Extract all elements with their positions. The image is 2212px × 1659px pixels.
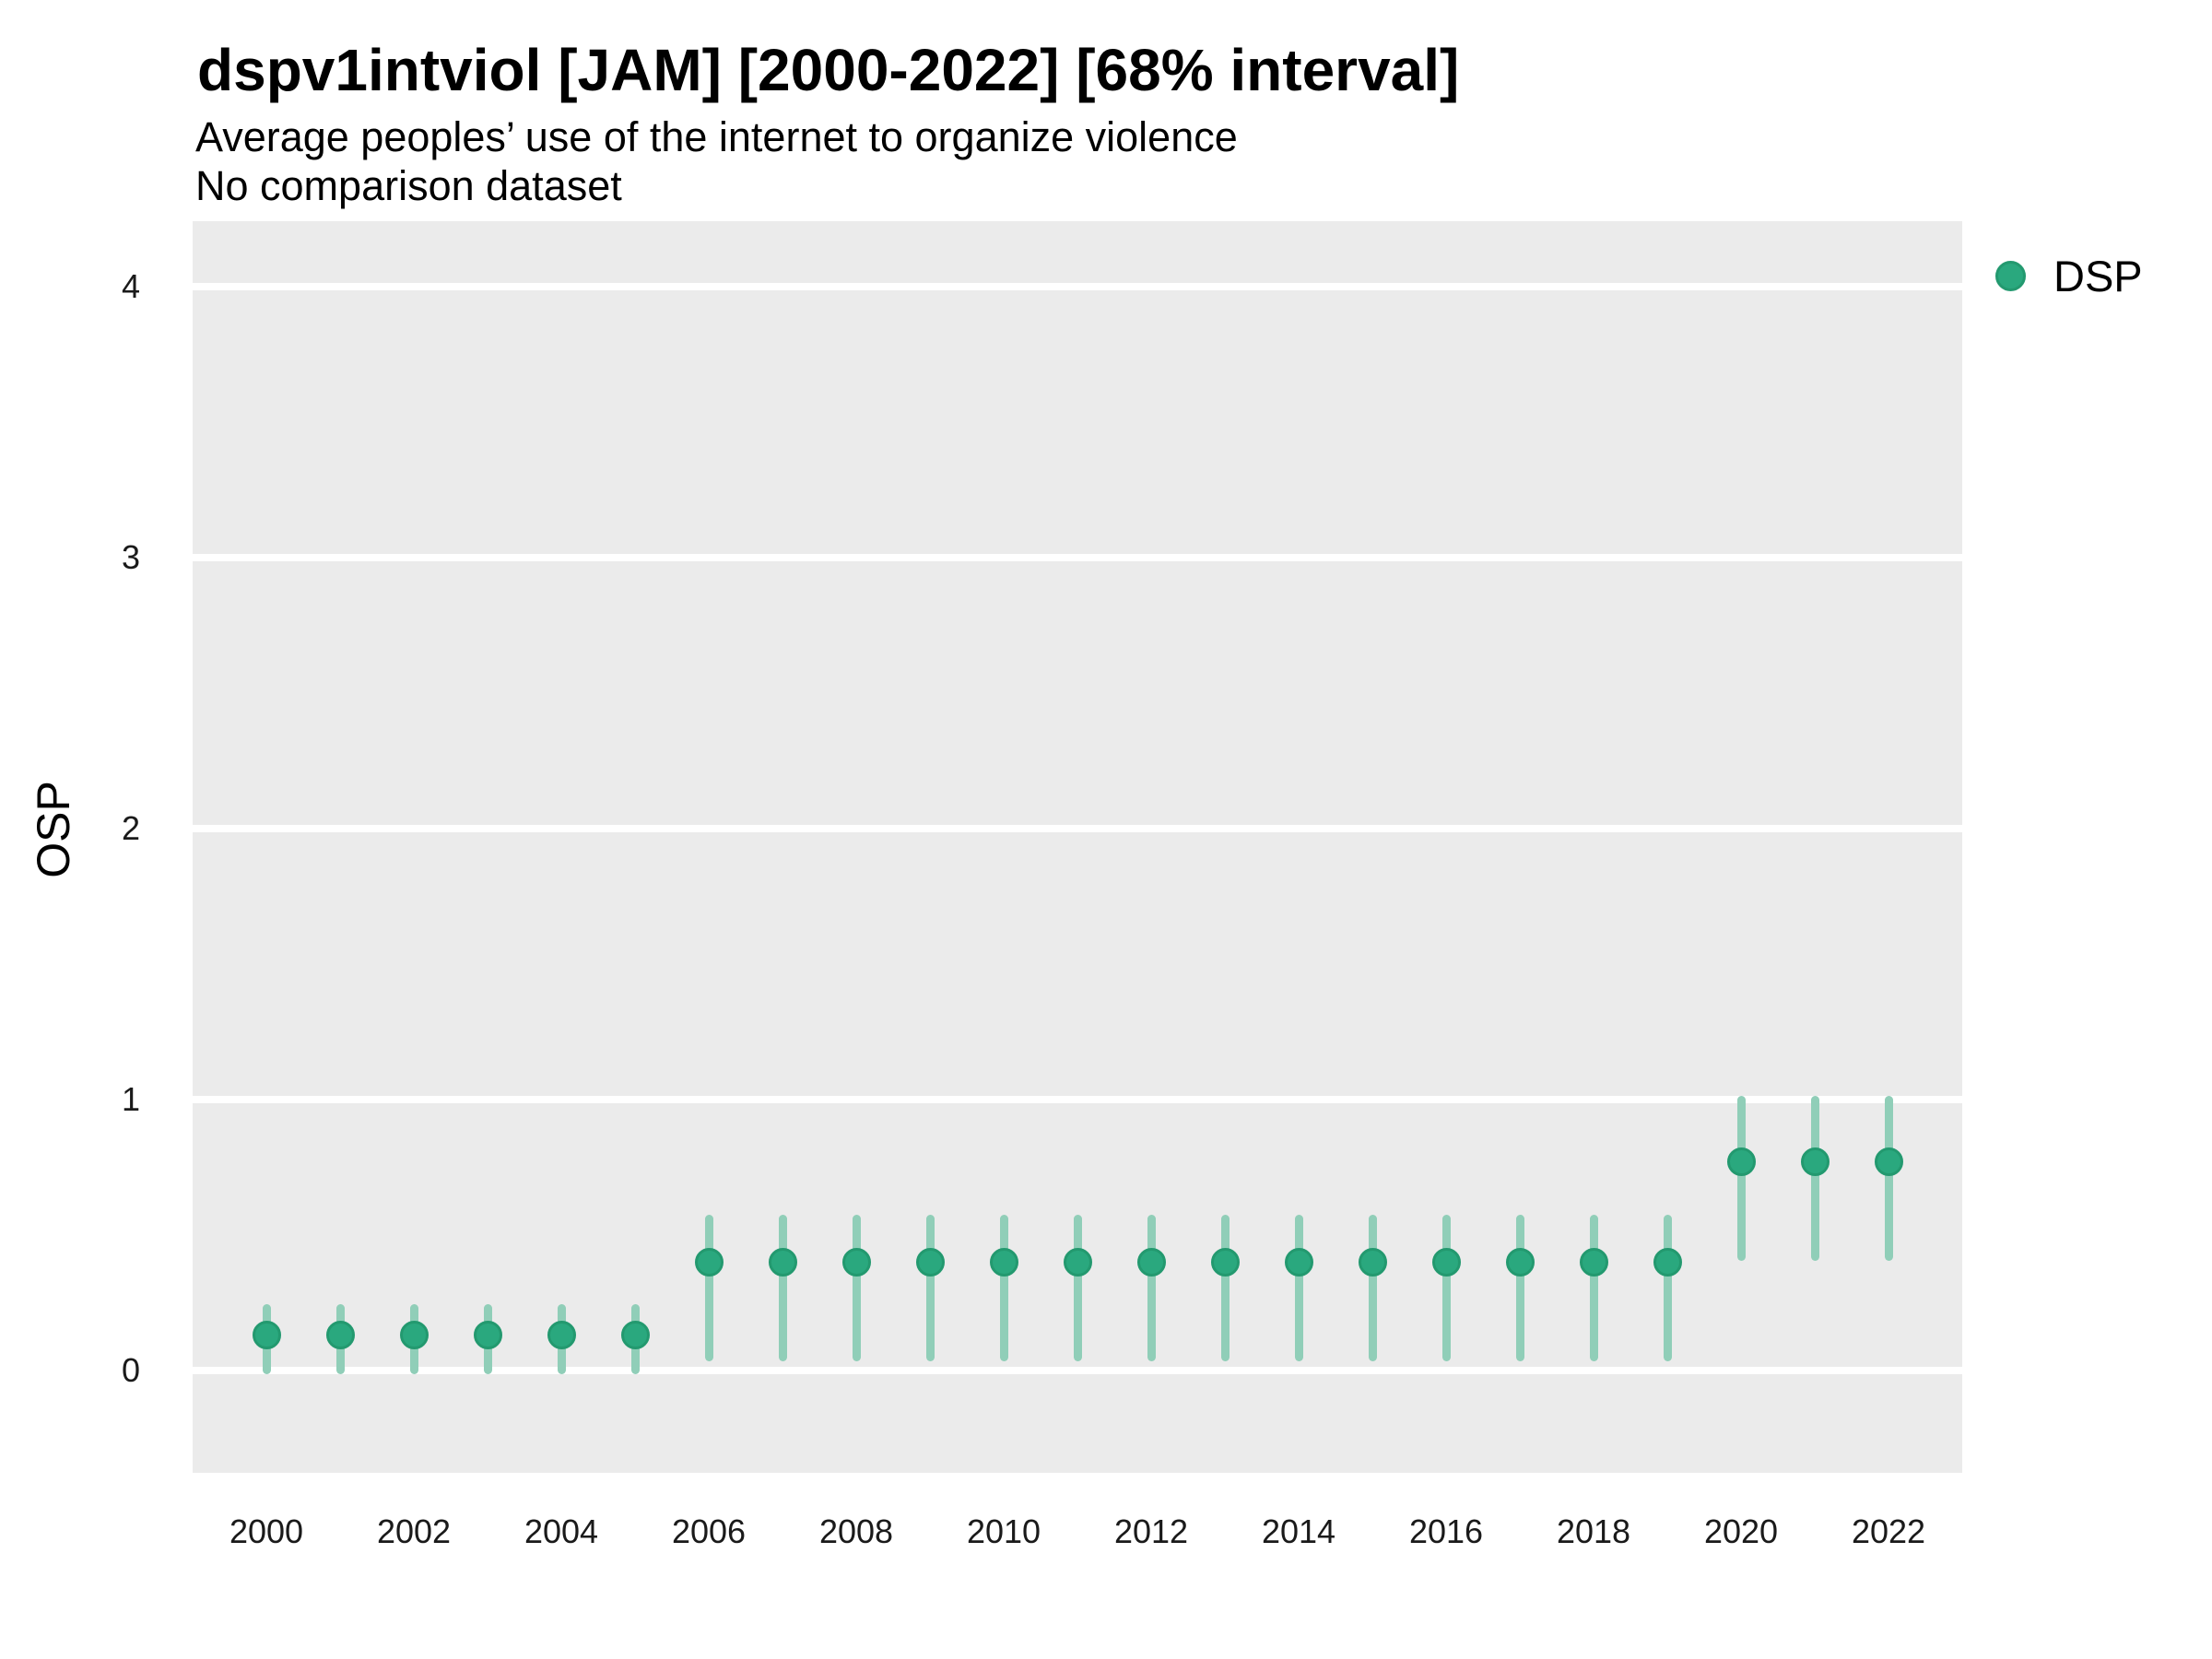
- point-estimate-2002: [399, 1321, 429, 1350]
- chart-subtitle: Average peoples’ use of the internet to …: [195, 113, 1238, 160]
- interval-bar-2021: [1810, 1095, 1819, 1262]
- point-estimate-2001: [325, 1321, 355, 1350]
- x-tick-label-2022: 2022: [1851, 1512, 1926, 1550]
- interval-bar-2012: [1147, 1214, 1156, 1361]
- interval-bar-2007: [778, 1214, 787, 1361]
- y-tick-label-3: 3: [121, 538, 140, 576]
- interval-bar-2016: [1441, 1214, 1451, 1361]
- interval-bar-2013: [1220, 1214, 1230, 1361]
- x-tick-label-2012: 2012: [1113, 1512, 1189, 1550]
- point-estimate-2016: [1431, 1247, 1461, 1277]
- interval-bar-2017: [1515, 1214, 1524, 1361]
- y-tick-label-0: 0: [121, 1351, 140, 1389]
- x-tick-label-2020: 2020: [1703, 1512, 1779, 1550]
- point-estimate-2003: [473, 1321, 502, 1350]
- interval-bar-2014: [1294, 1214, 1303, 1361]
- point-estimate-2005: [620, 1321, 650, 1350]
- x-tick-label-2010: 2010: [966, 1512, 1041, 1550]
- interval-bar-2018: [1589, 1214, 1598, 1361]
- point-estimate-2017: [1505, 1247, 1535, 1277]
- y-tick-label-2: 2: [121, 809, 140, 847]
- gridline-y-1: [193, 1096, 1962, 1103]
- interval-bar-2010: [999, 1214, 1008, 1361]
- interval-bar-2006: [704, 1214, 713, 1361]
- point-estimate-2021: [1800, 1147, 1830, 1177]
- x-tick-label-2002: 2002: [376, 1512, 452, 1550]
- point-estimate-2008: [841, 1247, 871, 1277]
- interval-bar-2008: [852, 1214, 861, 1361]
- point-estimate-2014: [1284, 1247, 1313, 1277]
- interval-bar-2009: [925, 1214, 935, 1361]
- x-tick-label-2014: 2014: [1261, 1512, 1336, 1550]
- gridline-y-4: [193, 283, 1962, 290]
- point-estimate-2010: [989, 1247, 1018, 1277]
- x-tick-label-2000: 2000: [229, 1512, 304, 1550]
- point-estimate-2018: [1579, 1247, 1608, 1277]
- legend-point-icon: [1995, 261, 2026, 291]
- x-tick-label-2004: 2004: [524, 1512, 599, 1550]
- y-tick-label-1: 1: [121, 1080, 140, 1118]
- point-estimate-2013: [1210, 1247, 1240, 1277]
- interval-bar-2022: [1884, 1095, 1893, 1262]
- interval-bar-2019: [1663, 1214, 1672, 1361]
- point-estimate-2011: [1063, 1247, 1092, 1277]
- point-estimate-2019: [1653, 1247, 1682, 1277]
- point-estimate-2015: [1358, 1247, 1387, 1277]
- point-estimate-2009: [915, 1247, 945, 1277]
- interval-bar-2011: [1073, 1214, 1082, 1361]
- x-tick-label-2018: 2018: [1556, 1512, 1631, 1550]
- point-estimate-2006: [694, 1247, 724, 1277]
- point-estimate-2007: [768, 1247, 797, 1277]
- x-tick-label-2008: 2008: [818, 1512, 894, 1550]
- interval-bar-2020: [1736, 1095, 1746, 1262]
- gridline-y-3: [193, 554, 1962, 561]
- x-tick-label-2006: 2006: [671, 1512, 747, 1550]
- interval-bar-2015: [1368, 1214, 1377, 1361]
- point-estimate-2004: [547, 1321, 576, 1350]
- plot-panel: [193, 221, 1962, 1473]
- chart-title: dspv1intviol [JAM] [2000-2022] [68% inte…: [197, 37, 1460, 103]
- point-estimate-2000: [252, 1321, 281, 1350]
- gridline-y-2: [193, 825, 1962, 832]
- point-estimate-2022: [1874, 1147, 1903, 1177]
- y-tick-label-4: 4: [121, 267, 140, 305]
- point-estimate-2012: [1136, 1247, 1166, 1277]
- x-tick-label-2016: 2016: [1408, 1512, 1484, 1550]
- comparison-note: No comparison dataset: [195, 162, 622, 209]
- legend-label: DSP: [2053, 252, 2143, 300]
- gridline-y-0: [193, 1367, 1962, 1374]
- point-estimate-2020: [1726, 1147, 1756, 1177]
- legend: DSP: [1995, 252, 2143, 300]
